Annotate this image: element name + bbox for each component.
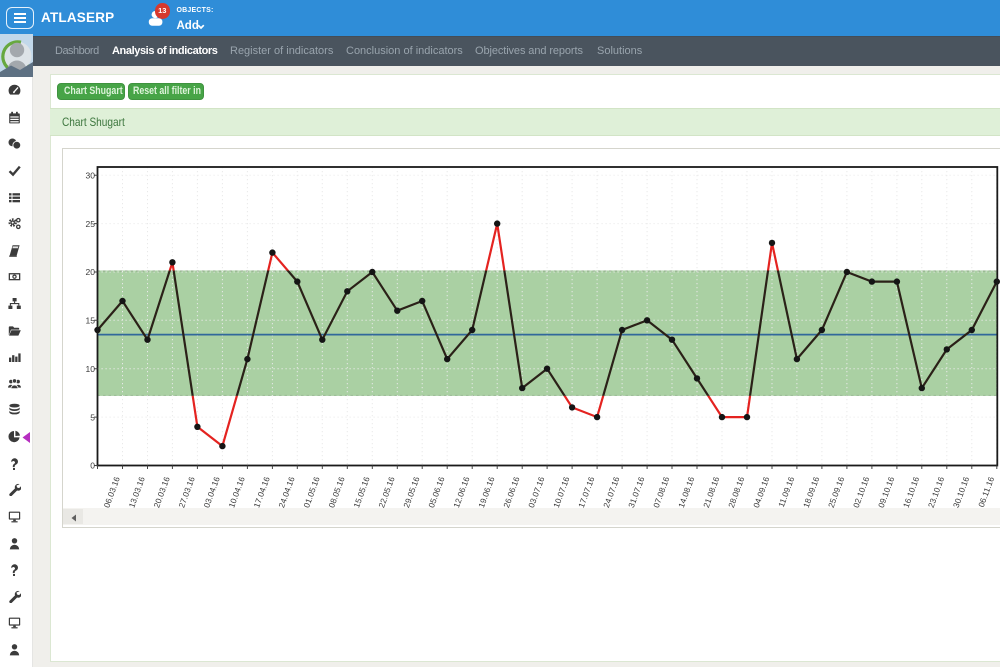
svg-text:18.09.16: 18.09.16 bbox=[801, 475, 822, 509]
svg-text:31.07.16: 31.07.16 bbox=[626, 475, 647, 509]
svg-text:06.11.16: 06.11.16 bbox=[976, 475, 996, 509]
svg-text:17.07.16: 17.07.16 bbox=[576, 475, 597, 509]
svg-text:13.03.16: 13.03.16 bbox=[126, 475, 147, 509]
svg-text:03.07.16: 03.07.16 bbox=[526, 475, 547, 509]
svg-text:02.10.16: 02.10.16 bbox=[851, 475, 872, 509]
svg-text:28.08.16: 28.08.16 bbox=[726, 475, 747, 509]
svg-text:10.04.16: 10.04.16 bbox=[226, 475, 247, 509]
svg-text:16.10.16: 16.10.16 bbox=[901, 475, 922, 509]
svg-text:01.05.16: 01.05.16 bbox=[301, 475, 322, 509]
svg-text:25.09.16: 25.09.16 bbox=[826, 475, 847, 509]
svg-text:29.05.16: 29.05.16 bbox=[401, 475, 422, 509]
svg-text:5: 5 bbox=[90, 412, 95, 422]
svg-text:0: 0 bbox=[90, 461, 95, 471]
svg-text:25: 25 bbox=[86, 219, 96, 229]
svg-text:24.04.16: 24.04.16 bbox=[276, 475, 297, 509]
svg-text:22.05.16: 22.05.16 bbox=[376, 475, 397, 509]
svg-text:05.06.16: 05.06.16 bbox=[426, 475, 447, 509]
svg-text:07.08.16: 07.08.16 bbox=[651, 475, 672, 509]
svg-text:09.10.16: 09.10.16 bbox=[876, 475, 897, 509]
svg-text:10.07.16: 10.07.16 bbox=[551, 475, 572, 509]
svg-text:14.08.16: 14.08.16 bbox=[676, 475, 697, 509]
svg-text:30.10.16: 30.10.16 bbox=[951, 475, 972, 509]
svg-text:26.06.16: 26.06.16 bbox=[501, 475, 522, 509]
svg-text:11.09.16: 11.09.16 bbox=[776, 475, 796, 509]
svg-text:06.03.16: 06.03.16 bbox=[101, 475, 122, 509]
svg-text:30: 30 bbox=[86, 170, 96, 180]
svg-text:21.08.16: 21.08.16 bbox=[701, 475, 722, 509]
svg-text:17.04.16: 17.04.16 bbox=[251, 475, 272, 509]
svg-text:24.07.16: 24.07.16 bbox=[601, 475, 622, 509]
svg-text:27.03.16: 27.03.16 bbox=[176, 475, 197, 509]
svg-text:15: 15 bbox=[86, 316, 96, 326]
svg-text:10: 10 bbox=[86, 364, 96, 374]
svg-text:20: 20 bbox=[86, 267, 96, 277]
svg-text:08.05.16: 08.05.16 bbox=[326, 475, 347, 509]
svg-text:04.09.16: 04.09.16 bbox=[751, 475, 772, 509]
svg-text:19.06.16: 19.06.16 bbox=[476, 475, 497, 509]
svg-text:15.05.16: 15.05.16 bbox=[351, 475, 372, 509]
svg-text:12.06.16: 12.06.16 bbox=[451, 475, 472, 509]
svg-text:03.04.16: 03.04.16 bbox=[201, 475, 222, 509]
svg-text:20.03.16: 20.03.16 bbox=[151, 475, 172, 509]
svg-text:23.10.16: 23.10.16 bbox=[926, 475, 947, 509]
